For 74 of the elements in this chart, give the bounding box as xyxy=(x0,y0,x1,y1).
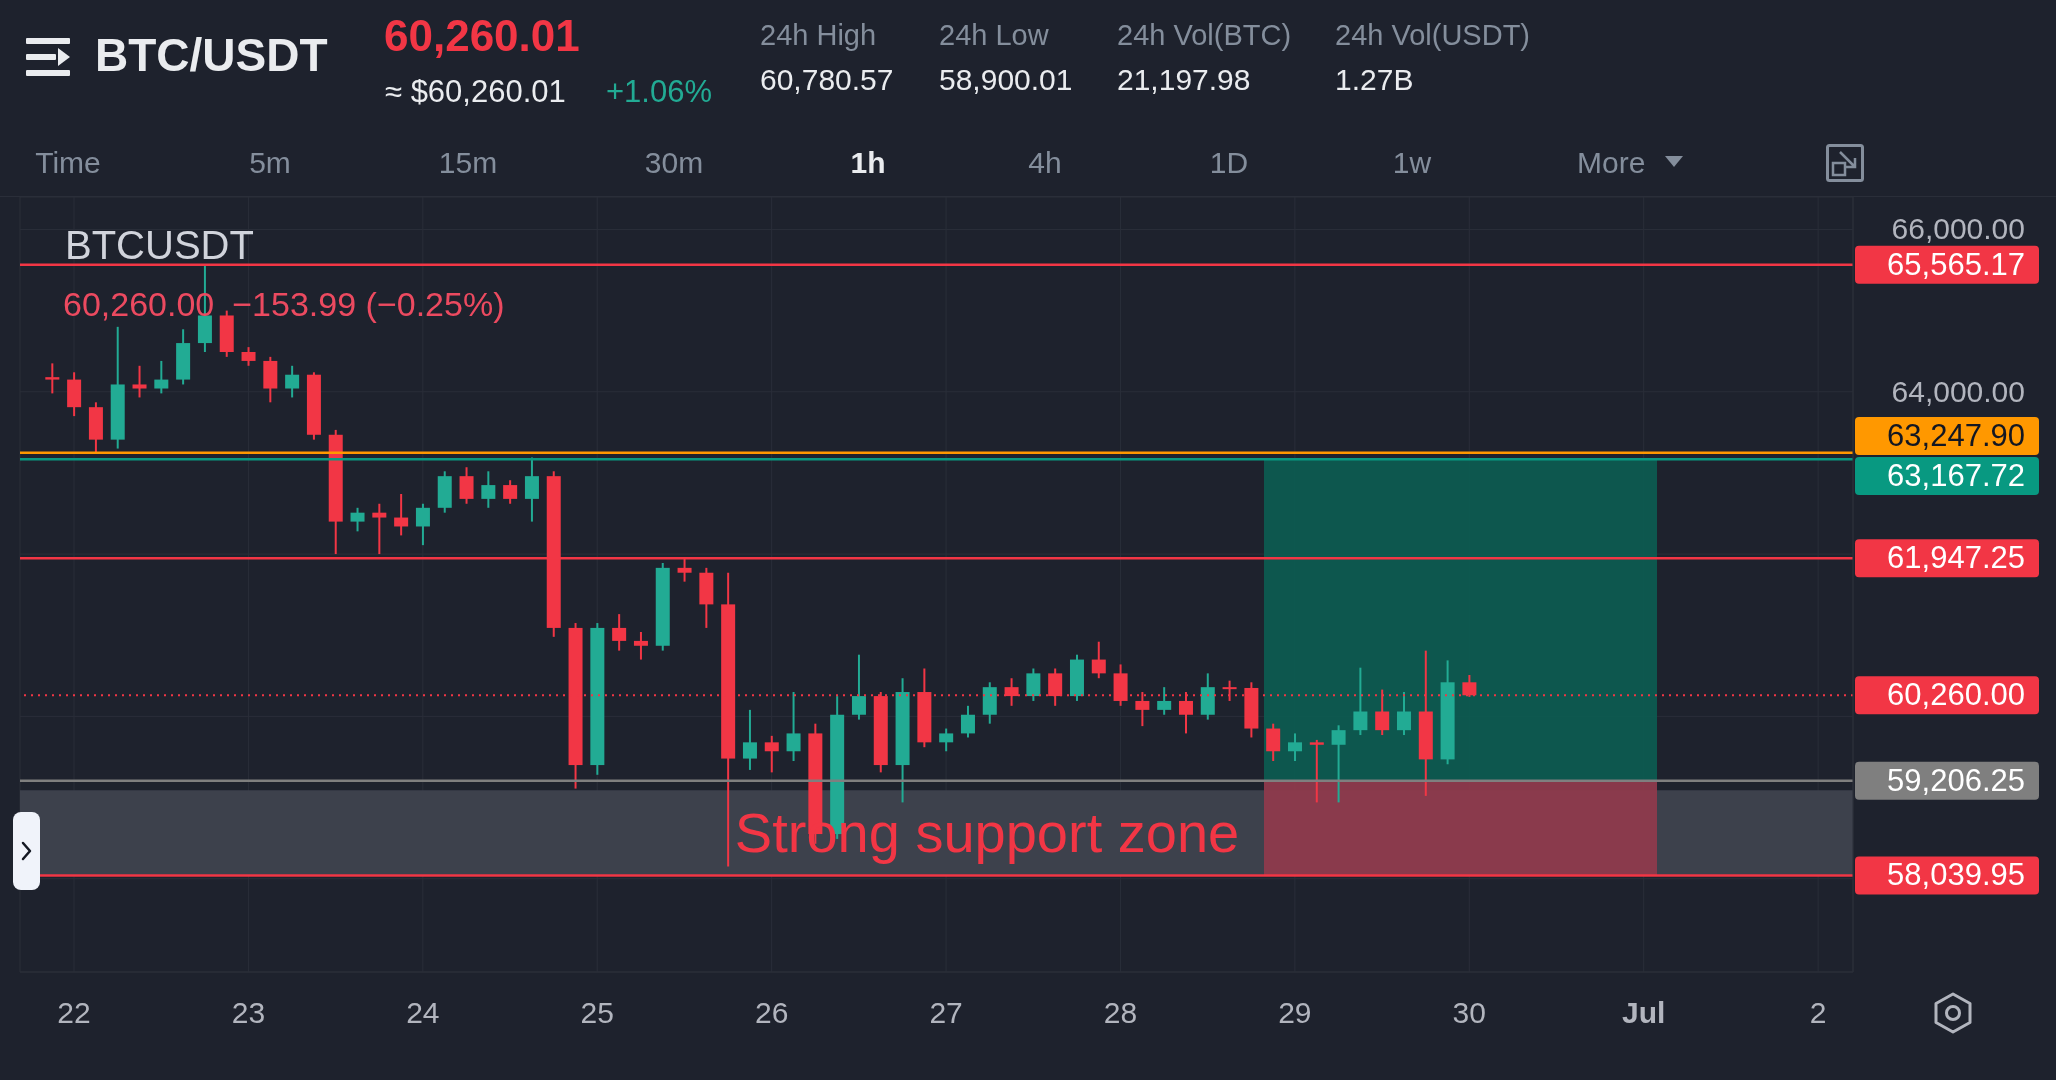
annotation: −153.99 (−0.25%) xyxy=(232,285,505,323)
candlestick xyxy=(154,359,169,395)
candlestick xyxy=(45,362,60,395)
ref-line-label: 63,247.90 xyxy=(1887,418,2025,454)
candlestick xyxy=(612,613,627,652)
text: ≈ $60,260.01 xyxy=(385,74,566,110)
candlestick xyxy=(241,346,256,367)
text: 1.27B xyxy=(1335,63,1414,97)
ref-line-label: 63,167.72 xyxy=(1887,458,2025,494)
candlestick xyxy=(503,479,518,505)
candlestick xyxy=(285,364,300,399)
text: +1.06% xyxy=(606,74,713,110)
candlestick xyxy=(786,691,801,763)
text: 60,260.01 xyxy=(384,11,580,61)
y-tick-label: 66,000.00 xyxy=(1891,212,2025,246)
text: 15m xyxy=(438,145,498,181)
y-tick-label: 64,000.00 xyxy=(1891,374,2025,408)
candlestick xyxy=(1266,722,1281,763)
text: 1D xyxy=(1209,145,1249,181)
candlestick xyxy=(960,704,975,739)
x-tick-label: 24 xyxy=(406,996,440,1029)
text: Time xyxy=(35,145,101,181)
x-tick-label: Jul xyxy=(1622,996,1666,1029)
candlestick xyxy=(1309,738,1324,804)
x-tick-label: 30 xyxy=(1452,996,1486,1029)
text: 60,780.57 xyxy=(760,63,894,97)
candlestick xyxy=(1396,691,1411,737)
x-tick-label: 23 xyxy=(231,996,266,1029)
x-tick-label: 26 xyxy=(754,996,789,1029)
candlestick xyxy=(394,493,409,537)
text: 4h xyxy=(1028,145,1062,181)
text: 30m xyxy=(644,145,704,181)
x-tick-label: 2 xyxy=(1809,996,1827,1029)
x-tick-label: 27 xyxy=(929,996,963,1029)
text: 1h xyxy=(850,145,886,181)
candlestick xyxy=(1353,666,1368,737)
ref-line-label: 59,206.25 xyxy=(1887,762,2025,798)
chart-title: BTC/USDT xyxy=(95,29,328,81)
candlestick xyxy=(481,470,496,509)
text: More xyxy=(1577,145,1646,181)
text: 5m xyxy=(249,145,291,181)
x-tick-label: 25 xyxy=(580,996,614,1029)
candlestick xyxy=(939,727,954,753)
x-tick-label: 29 xyxy=(1278,996,1312,1029)
candlestick xyxy=(350,506,365,533)
text: 1w xyxy=(1392,145,1432,181)
x-tick-label: 22 xyxy=(57,996,91,1029)
band-label: Strong support zone xyxy=(734,800,1240,864)
x-tick-label: 28 xyxy=(1103,996,1138,1029)
text: 24h Vol(BTC) xyxy=(1117,18,1292,52)
text: 21,197.98 xyxy=(1117,63,1251,97)
candlestick xyxy=(1331,724,1346,804)
candlestick xyxy=(415,502,430,547)
text: 24h Vol(USDT) xyxy=(1335,18,1531,52)
candlestick xyxy=(851,653,866,721)
text: 24h High xyxy=(760,18,877,52)
candlestick xyxy=(524,456,539,523)
candlestick xyxy=(459,466,474,505)
candlestick xyxy=(764,734,779,774)
candlestick xyxy=(1157,686,1172,716)
candlestick xyxy=(1026,667,1041,702)
candlestick xyxy=(742,708,757,771)
ref-line-label: 61,947.25 xyxy=(1887,540,2025,576)
ref-line-label: 60,260.00 xyxy=(1887,677,2025,713)
ref-line-label: 58,039.95 xyxy=(1887,857,2025,893)
text: BTCUSDT xyxy=(65,222,254,268)
candlestick xyxy=(1287,732,1302,763)
candlestick xyxy=(132,364,147,399)
text: 24h Low xyxy=(939,18,1049,52)
candlestick xyxy=(633,630,648,661)
candlestick xyxy=(372,502,387,556)
text: 58,900.01 xyxy=(939,63,1073,97)
candlestick xyxy=(1091,640,1106,680)
ref-line-label: 65,565.17 xyxy=(1887,246,2025,282)
